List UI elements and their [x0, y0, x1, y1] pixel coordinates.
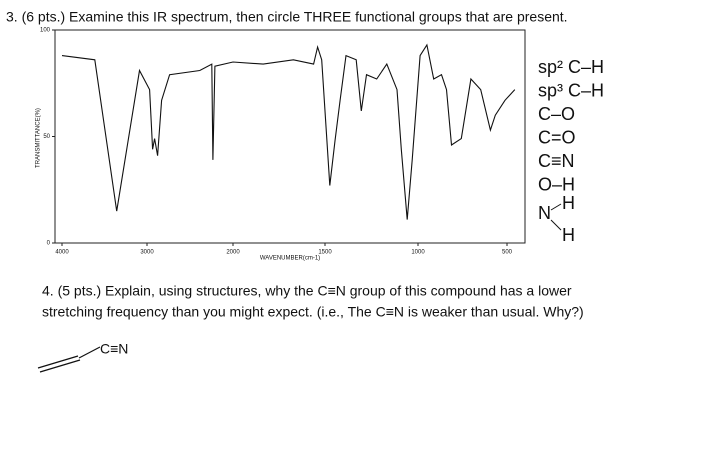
- functional-group: C–O: [538, 104, 575, 124]
- y-tick-label: 50: [43, 134, 50, 140]
- question4-line1: 4. (5 pts.) Explain, using structures, w…: [42, 283, 572, 299]
- bond: [550, 203, 562, 211]
- functional-group: O–H: [538, 174, 575, 194]
- x-tick-label: 500: [502, 250, 513, 256]
- structure-label: C≡N: [100, 341, 128, 357]
- functional-group: sp² C–H: [538, 57, 604, 77]
- x-tick-label: 1000: [411, 250, 425, 256]
- nh-atom: N: [538, 203, 551, 223]
- x-tick-label: 1500: [318, 250, 332, 256]
- functional-group: sp³ C–H: [538, 80, 604, 100]
- y-axis-label: TRANSMITTANCE(%): [36, 108, 42, 168]
- nh-h2: H: [562, 225, 575, 245]
- y-tick-label: 100: [40, 28, 51, 34]
- spectrum-line: [61, 43, 516, 220]
- bond: [550, 219, 562, 231]
- question4-line2: stretching frequency than you might expe…: [42, 304, 584, 320]
- question3-text: 3. (6 pts.) Examine this IR spectrum, th…: [6, 9, 568, 25]
- functional-group: C≡N: [538, 151, 575, 171]
- x-tick-label: 2000: [226, 250, 240, 256]
- nh-h1: H: [562, 193, 575, 213]
- x-tick-label: 4000: [55, 250, 69, 256]
- y-tick-label: 0: [47, 241, 51, 247]
- x-tick-label: 3000: [140, 250, 154, 256]
- plot-frame: [54, 29, 526, 244]
- x-axis-label: WAVENUMBER(cm-1): [260, 256, 320, 262]
- structure: [37, 346, 101, 373]
- functional-group: C=O: [538, 127, 576, 147]
